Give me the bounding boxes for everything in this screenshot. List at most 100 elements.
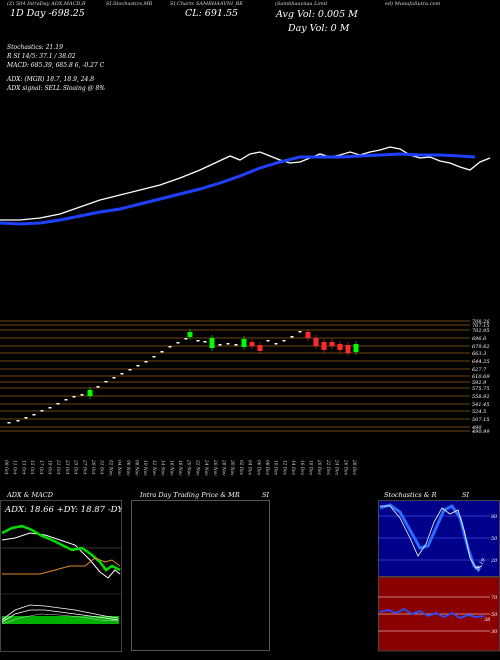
date-axis-label: 28 Dec [351,459,356,476]
adx-values: ADX: 18.66 +DY: 18.87 -DY: 24.54 [4,505,122,515]
price-line [0,146,491,221]
candle-doji [282,340,286,342]
candle-doji [234,344,238,346]
candle-doji [184,338,188,340]
adx-pane-title: ADX & MACD [7,491,53,499]
candle-doji [160,351,164,353]
date-axis-label: 31 Oct [99,460,104,475]
candle-up [87,390,93,396]
date-axis-label: 25 Oct [73,459,78,475]
stoch-level-50: 50 [491,536,498,542]
candle-doji [56,403,60,405]
date-axis-label: 17 Oct [38,460,43,475]
candle-doji [48,407,52,409]
date-axis-label: 13 Oct [20,460,25,475]
intraday-pane-title-suffix: SI [262,491,270,499]
price-average-chart [0,146,491,226]
rsi-level-50: 50 [491,612,498,618]
date-axis-label: 18 Nov [177,460,182,476]
candle-doji [80,394,84,396]
candle-doji [176,342,180,344]
header-caption-3: SI Charts [170,1,194,7]
candle-up [241,339,247,347]
candle-doji [104,381,108,383]
candle-doji [152,356,156,358]
date-axis-label: 22 Nov [194,459,199,476]
candle-doji [298,331,302,333]
candles [7,329,359,424]
date-axis-label: 04 Nov [116,460,121,476]
macd-histogram [2,616,119,624]
macd-signal-line-2 [1,613,119,625]
header-caption-site: ed) MunafaSutra.com [385,1,441,7]
price-axis-label: 644.25 [472,359,490,365]
average-volume: Avg Vol: 0.005 M [276,9,358,20]
date-axis-label: 26 Dec [342,459,347,476]
price-axis-label: 524.5 [472,409,486,415]
adx-line [1,532,121,579]
stoch-d-line [380,505,483,569]
price-axis-label: 627.7 [472,367,487,373]
date-axis-label: 12 Nov [151,460,156,476]
candle-doji [136,365,140,367]
candle-doji [226,343,230,345]
price-axis-label: 702.95 [472,328,490,334]
average-line [0,152,476,226]
date-axis-label: 02 Dec [238,460,243,476]
date-axis-label: 12 Dec [281,460,286,476]
date-axis-label: 27 Oct [81,459,86,475]
candle-doji [24,417,28,419]
stoch-level-80: 80 [491,514,498,520]
date-axis-label: 10 Dec [273,460,278,476]
date-axis: 09 Oct 11 Oct 13 Oct 15 Oct 17 Oct 19 Oct 21 O… [3,459,356,476]
date-axis-label: 18 Dec [308,460,313,476]
candle-doji [40,410,44,412]
stoch-level-20: 20 [490,558,498,564]
candle-down [321,342,327,350]
candle-doji [7,422,11,424]
candle-down [313,338,319,346]
date-axis-label: 24 Dec [334,459,339,476]
candle-grid [0,320,470,432]
price-axis-label: 708.26 [472,319,490,325]
date-axis-label: 16 Nov [168,460,173,476]
candle-down [257,345,263,351]
candle-doji [16,420,20,422]
date-axis-label: 23 Oct [64,459,69,475]
minus-di-line [2,557,121,575]
candle-down [337,344,343,350]
date-axis-label: 02 Nov [107,460,112,476]
candle-down [249,342,255,346]
date-axis-label: 09 Oct [3,460,8,475]
candle-down [329,342,335,346]
date-axis-label: 28 Nov [221,459,226,476]
price-axis-label: 507.15 [472,417,490,423]
header-caption-company: (Sambhaavnaa Limit [275,1,328,7]
date-axis-label: 29 Oct [90,459,95,475]
candle-doji [218,344,222,346]
date-axis-label: 20 Nov [186,459,191,476]
price-axis-label: 558.92 [472,394,490,400]
candle-doji [203,341,207,343]
date-axis-label: 14 Nov [160,460,165,476]
candle-doji [32,414,36,416]
macd-line [1,604,119,621]
rsi-line [379,607,485,619]
price-axis-label: 541.45 [472,402,490,408]
stochastics-rsi-pane: 80 50 20 21.19 70 50 30 38 [378,500,500,652]
header-caption-1: (Z) 504 IntraDay ADX,MACD,R [7,1,86,7]
close-price: CL: 691.55 [185,8,239,19]
macd-readout: MACD: 685.39, 685.8 6, -0.27 C [7,62,105,69]
plus-di-line [1,524,121,572]
price-axis-label: 575.75 [472,386,490,392]
candle-doji [196,340,200,342]
header-caption-2: SI,Stochastics,MR [106,1,153,7]
rsi-current-value: 38 [484,617,490,623]
macd-signal-line [1,609,119,623]
candle-doji [128,369,132,371]
date-axis-label: 14 Dec [290,460,295,476]
price-axis-label: 592.9 [472,380,487,386]
candle-doji [290,336,294,338]
